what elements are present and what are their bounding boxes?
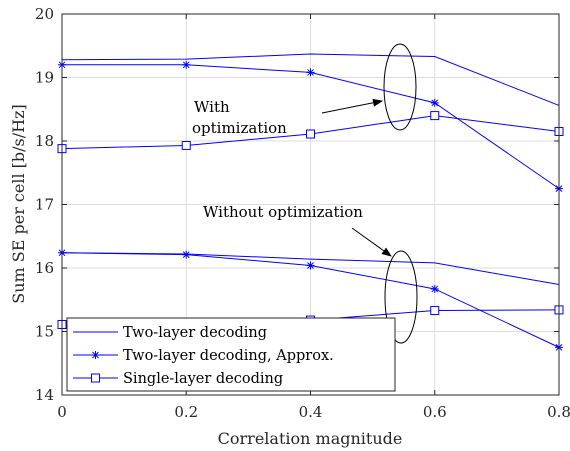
x-tick-label: 0 (57, 403, 67, 421)
series-with-0 (61, 53, 560, 106)
legend-box (66, 317, 396, 392)
annotation-arrow-with (321, 98, 383, 114)
legend-item-two-layer-approx: Two-layer decoding, Approx. (73, 348, 334, 364)
legend-label: Two-layer decoding, Approx. (123, 348, 334, 364)
square-point (430, 111, 440, 121)
x-tick-label: 0.8 (547, 403, 570, 421)
y-tick-label: 20 (35, 5, 54, 23)
x-tick-label: 0.4 (299, 403, 323, 421)
annotation-with-line2: optimization (192, 119, 287, 137)
y-tick-label: 17 (35, 196, 54, 214)
annotation-ellipse-without (384, 250, 418, 344)
legend-label: Two-layer decoding (123, 325, 267, 341)
axis-ticks: 0 0.2 0.4 0.6 0.8 14 15 16 17 18 19 20 (35, 5, 570, 421)
star-point (306, 68, 315, 77)
legend-square-marker (91, 373, 100, 383)
series-line (61, 53, 560, 106)
annotation-arrow-without (351, 227, 392, 257)
legend-label: Single-layer decoding (123, 371, 283, 387)
star-point (306, 261, 315, 270)
series-without-4 (58, 248, 563, 352)
x-axis-label: Correlation magnitude (218, 429, 403, 448)
star-point (182, 60, 191, 69)
star-point (182, 250, 191, 259)
star-point (430, 284, 439, 293)
annotation-without: Without optimization (203, 203, 363, 221)
legend-item-single-layer: Single-layer decoding (73, 371, 283, 387)
square-point (430, 306, 440, 316)
annotation-ellipse-with (383, 43, 417, 131)
y-tick-label: 14 (35, 386, 54, 404)
y-tick-label: 19 (35, 69, 54, 87)
star-point (430, 98, 439, 107)
square-point (181, 140, 191, 150)
y-tick-label: 15 (35, 323, 54, 341)
x-tick-label: 0.2 (174, 403, 198, 421)
legend-star-marker (91, 351, 100, 359)
legend: Two-layer decoding Two-layer decoding, A… (66, 317, 396, 392)
y-tick-label: 18 (35, 132, 54, 150)
y-axis-label: Sum SE per cell [b/s/Hz] (9, 104, 28, 304)
annotation-with-line1: With (194, 98, 230, 116)
square-point (306, 129, 315, 139)
y-tick-label: 16 (35, 259, 54, 277)
grid-lines (61, 13, 560, 396)
legend-item-two-layer: Two-layer decoding (73, 325, 267, 341)
x-tick-label: 0.6 (423, 403, 447, 421)
